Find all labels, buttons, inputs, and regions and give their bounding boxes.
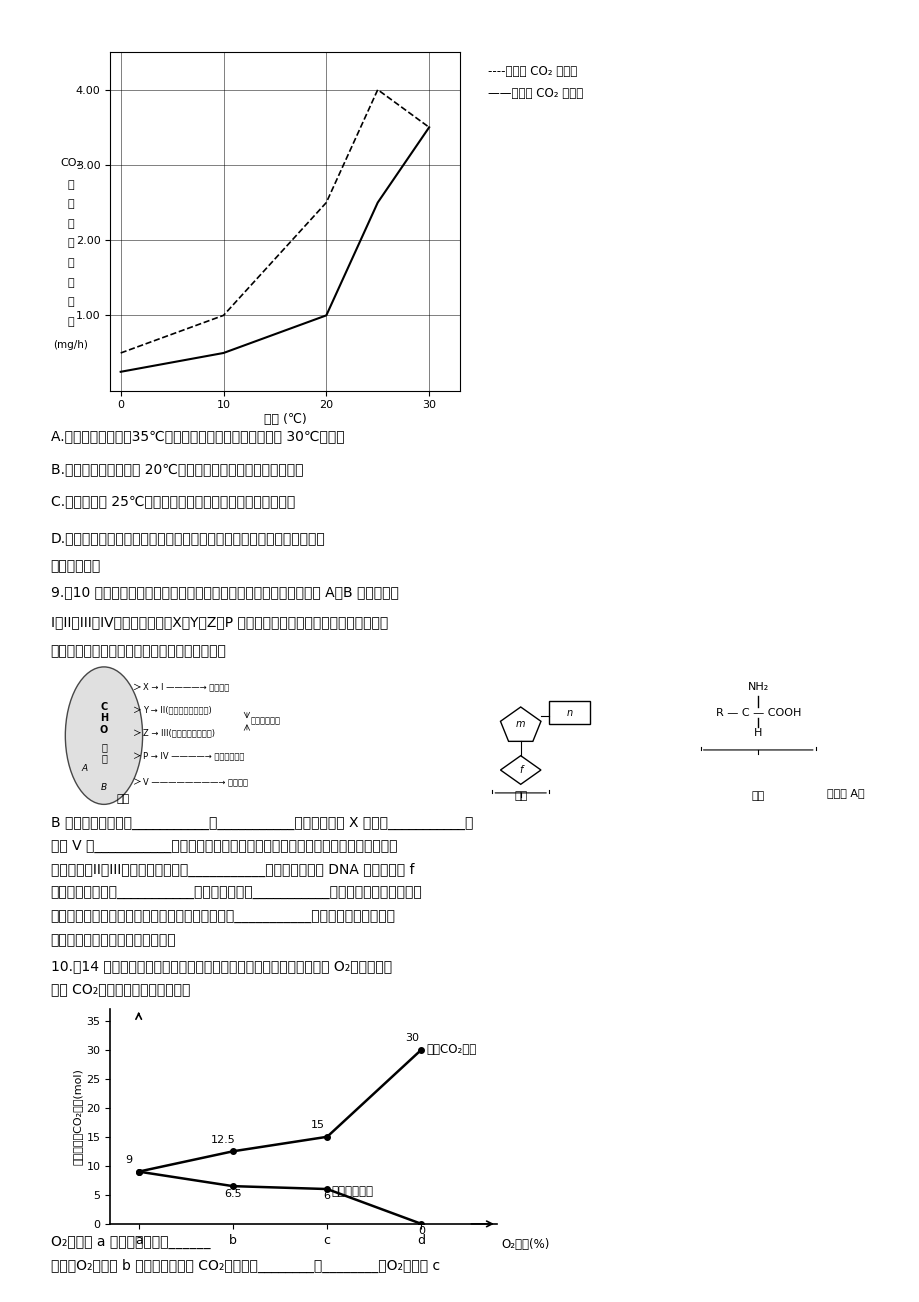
Text: V ————————→ 储能物质: V ————————→ 储能物质 <box>142 777 247 786</box>
Text: 图三: 图三 <box>751 792 764 802</box>
Text: C: C <box>100 702 108 712</box>
Text: 的: 的 <box>67 180 74 190</box>
Text: 二、非选择题: 二、非选择题 <box>51 560 101 573</box>
X-axis label: 温度 (℃): 温度 (℃) <box>264 413 306 426</box>
光照下 CO₂ 的吸收 <box>321 195 332 211</box>
黑暗中 CO₂ 的释放 <box>218 345 229 361</box>
Ellipse shape <box>65 667 142 805</box>
Text: 图一: 图一 <box>117 794 130 805</box>
Text: O: O <box>100 725 108 734</box>
Text: 物质 V 是___________，它在动物体内除了作为储能物质外，还有保温等功能。图二: 物质 V 是___________，它在动物体内除了作为储能物质外，还有保温等功… <box>51 840 397 853</box>
Text: B: B <box>101 783 107 792</box>
Text: 图一中 A、: 图一中 A、 <box>826 788 864 798</box>
Text: 呼吸；O₂浓度为 b 时，酵母菌产生 CO₂的场所有________和________；O₂浓度为 c: 呼吸；O₂浓度为 b 时，酵母菌产生 CO₂的场所有________和_____… <box>51 1259 439 1272</box>
Text: X → I ————→ 能量物质: X → I ————→ 能量物质 <box>142 682 229 691</box>
Text: 与: 与 <box>67 258 74 268</box>
Text: m: m <box>516 719 525 729</box>
Text: B 代表的元素分别是___________、___________。图一中单体 X 指的是___________。: B 代表的元素分别是___________、___________。图一中单体 … <box>51 816 472 829</box>
Text: C.　温度高于 25℃时，光合作用制造的有机物的量开始减少: C. 温度高于 25℃时，光合作用制造的有机物的量开始减少 <box>51 495 294 508</box>
Text: 释: 释 <box>67 277 74 288</box>
Text: 体形成的生物大分子具有多样性。: 体形成的生物大分子具有多样性。 <box>51 934 176 947</box>
Text: O₂浓度为 a 时，酵母菌进行______: O₂浓度为 a 时，酵母菌进行______ <box>51 1236 210 1249</box>
Line: 光照下 CO₂ 的吸收: 光照下 CO₂ 的吸收 <box>120 90 428 353</box>
Text: 10.（14 分）某兴趣小组在酵母菌和葡萄糖的混合液中通入不同浓度的 O₂，产生的酒: 10.（14 分）某兴趣小组在酵母菌和葡萄糖的混合液中通入不同浓度的 O₂，产生… <box>51 960 391 973</box>
Text: 30: 30 <box>404 1032 418 1043</box>
Text: 代表的结构名称是___________。图三分子通过___________反应形成大分子。因图三: 代表的结构名称是___________。图三分子通过___________反应形… <box>51 887 422 900</box>
Text: 携带遗传信息: 携带遗传信息 <box>251 717 280 725</box>
Text: R — C — COOH: R — C — COOH <box>715 708 800 717</box>
Text: ——黑暗中 CO₂ 的释放: ——黑暗中 CO₂ 的释放 <box>487 87 583 100</box>
光照下 CO₂ 的吸收 <box>115 345 126 361</box>
Text: 放: 放 <box>67 297 74 307</box>
Text: P → IV ————→ 承担生命活动: P → IV ————→ 承担生命活动 <box>142 751 244 760</box>
Text: 量: 量 <box>67 238 74 249</box>
Text: 元: 元 <box>101 742 107 753</box>
黑暗中 CO₂ 的释放 <box>115 365 126 380</box>
Text: Y → II(主要分布在细胞核): Y → II(主要分布在细胞核) <box>142 706 211 715</box>
Text: 6.5: 6.5 <box>224 1189 242 1199</box>
Text: n: n <box>565 708 572 717</box>
Text: ----光照下 CO₂ 的吸收: ----光照下 CO₂ 的吸收 <box>487 65 576 78</box>
Line: 黑暗中 CO₂ 的释放: 黑暗中 CO₂ 的释放 <box>120 128 428 372</box>
Text: A: A <box>82 764 87 773</box>
Text: 吸: 吸 <box>67 199 74 210</box>
Text: I、II、III、IV是生物大分子，X、Y、Z、P 分别为构成生物大分子的单体。图二和图: I、II、III、IV是生物大分子，X、Y、Z、P 分别为构成生物大分子的单体。… <box>51 616 388 629</box>
Text: D.　两曲线的交点表示光合作用制造的与细胞呼吸消耗的有机物的量相等: D. 两曲线的交点表示光合作用制造的与细胞呼吸消耗的有机物的量相等 <box>51 531 325 544</box>
Text: 表示图一中II、III的单体，其名称是___________，如果它是构成 DNA 的单体，则 f: 表示图一中II、III的单体，其名称是___________，如果它是构成 DN… <box>51 863 414 876</box>
Text: B.　光照相同时间，在 20℃条件下植物积累的有机物的量最多: B. 光照相同时间，在 20℃条件下植物积累的有机物的量最多 <box>51 462 302 475</box>
Text: Z → III(主要分布在细胞质): Z → III(主要分布在细胞质) <box>142 728 214 737</box>
Text: 产生CO₂的量: 产生CO₂的量 <box>425 1043 476 1056</box>
Text: CO₂: CO₂ <box>61 158 81 168</box>
光照下 CO₂ 的吸收 <box>423 120 434 135</box>
Text: 6: 6 <box>323 1191 330 1202</box>
黑暗中 CO₂ 的释放 <box>372 195 383 211</box>
Y-axis label: 产生酒精和CO₂的量(mol): 产生酒精和CO₂的量(mol) <box>73 1068 83 1165</box>
黑暗中 CO₂ 的释放 <box>423 120 434 135</box>
Text: 分子的数目不同、排列顺序千变万化以及多肽链的___________千差万别导致由图三单: 分子的数目不同、排列顺序千变万化以及多肽链的___________千差万别导致由… <box>51 910 395 923</box>
Text: NH₂: NH₂ <box>747 682 768 691</box>
Text: 量: 量 <box>67 316 74 327</box>
Text: 素: 素 <box>101 754 107 763</box>
Text: 0: 0 <box>417 1226 425 1237</box>
Text: 三为某两种单体的结构。请据图回答下列问题：: 三为某两种单体的结构。请据图回答下列问题： <box>51 644 226 658</box>
Text: 产生酒精的量: 产生酒精的量 <box>332 1185 373 1198</box>
Text: 9: 9 <box>126 1155 132 1165</box>
黑暗中 CO₂ 的释放 <box>321 307 332 323</box>
Text: O₂浓度(%): O₂浓度(%) <box>501 1238 550 1251</box>
Text: H: H <box>100 713 108 724</box>
Bar <box>549 702 589 724</box>
光照下 CO₂ 的吸收 <box>372 82 383 98</box>
Text: 精和 CO₂的量如图所示。请回答：: 精和 CO₂的量如图所示。请回答： <box>51 983 189 996</box>
Text: 收: 收 <box>67 219 74 229</box>
Text: H: H <box>754 728 762 738</box>
Text: f: f <box>518 766 522 775</box>
Text: 12.5: 12.5 <box>210 1134 235 1144</box>
Text: (mg/h): (mg/h) <box>53 340 88 350</box>
Text: A.　光照相同时间，35℃时光合作用制造的有机物的量与 30℃时相等: A. 光照相同时间，35℃时光合作用制造的有机物的量与 30℃时相等 <box>51 430 344 443</box>
光照下 CO₂ 的吸收 <box>218 307 229 323</box>
Text: 图二: 图二 <box>514 792 527 802</box>
Text: 15: 15 <box>311 1120 324 1130</box>
Text: 9.（10 分）下图一为细胞内某些有机物的元素组成和功能关系，其中 A、B 代表元素，: 9.（10 分）下图一为细胞内某些有机物的元素组成和功能关系，其中 A、B 代表… <box>51 586 398 599</box>
